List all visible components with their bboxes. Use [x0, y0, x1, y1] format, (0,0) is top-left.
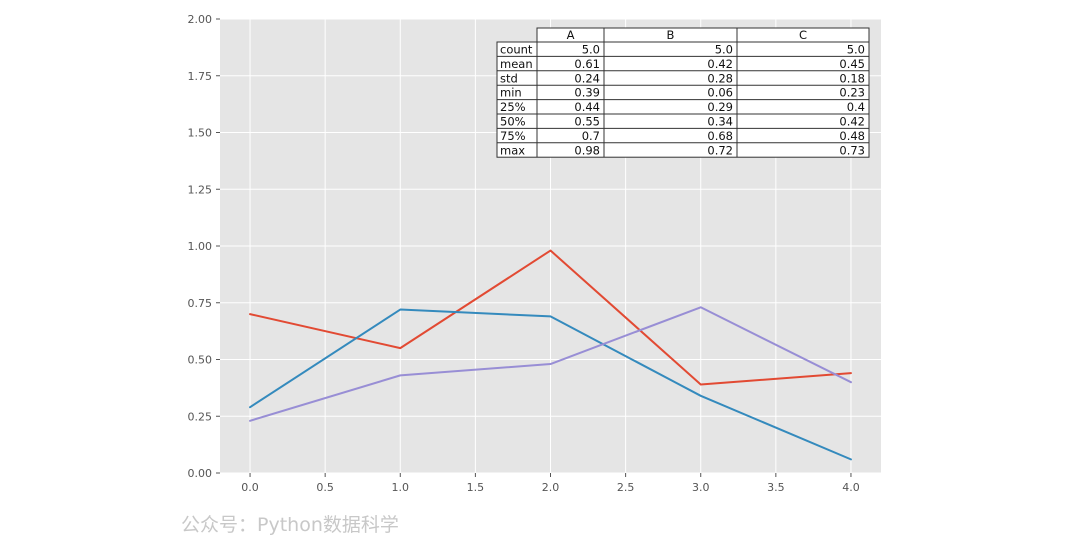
table-cell: 0.23 — [839, 86, 865, 100]
y-tick-label: 1.25 — [188, 183, 213, 196]
table-column-header: A — [567, 28, 575, 42]
table-cell: 0.29 — [707, 100, 733, 114]
table-cell: 5.0 — [582, 43, 600, 57]
table-cell: 0.42 — [839, 115, 865, 129]
table-cell: 0.44 — [574, 100, 600, 114]
table-column-header: C — [799, 28, 807, 42]
table-cell: 0.98 — [574, 143, 600, 157]
table-cell: 0.48 — [839, 129, 865, 143]
table-row-label: std — [500, 71, 518, 85]
x-tick-label: 3.5 — [767, 481, 785, 494]
series-line-b — [249, 308, 852, 461]
y-tick-label: 1.00 — [188, 240, 213, 253]
y-tick-label: 1.50 — [188, 127, 213, 140]
series-layer — [249, 249, 852, 461]
table-cell: 0.34 — [707, 115, 733, 129]
x-tick-label: 4.0 — [842, 481, 860, 494]
x-tick-label: 0.0 — [241, 481, 259, 494]
table-cell: 0.61 — [574, 57, 600, 71]
axis-layer: 0.0 0.5 1.0 1.5 2.0 2.5 3.0 3.5 4.0 0.00 0.25 0.50 0… — [188, 13, 860, 494]
series-line-a — [249, 249, 852, 386]
y-tick-label: 0.50 — [188, 354, 213, 367]
table-cell: 0.55 — [574, 115, 600, 129]
table-row-label: 75% — [500, 129, 526, 143]
table-cell: 0.72 — [707, 143, 733, 157]
table-cell: 0.28 — [707, 71, 733, 85]
table-row-label: count — [500, 43, 533, 57]
table-cell: 0.68 — [707, 129, 733, 143]
x-tick-label: 3.0 — [692, 481, 710, 494]
x-tick-label: 2.0 — [542, 481, 560, 494]
table-cell: 0.18 — [839, 71, 865, 85]
table-cell: 0.4 — [847, 100, 865, 114]
table-row-label: min — [500, 86, 522, 100]
watermark-text: 公众号：Python数据科学 — [181, 514, 399, 536]
table-cell: 0.42 — [707, 57, 733, 71]
y-tick-label: 0.25 — [188, 410, 213, 423]
table-cell: 5.0 — [715, 43, 733, 57]
table-row-label: 50% — [500, 115, 526, 129]
table-cell: 0.06 — [707, 86, 733, 100]
table-column-header: B — [667, 28, 675, 42]
table-cell: 0.7 — [582, 129, 600, 143]
y-tick-label: 1.75 — [188, 70, 213, 83]
x-tick-label: 2.5 — [617, 481, 635, 494]
y-tick-label: 0.75 — [188, 297, 213, 310]
table-cell: 0.73 — [839, 143, 865, 157]
x-tick-label: 1.5 — [467, 481, 485, 494]
table-row-label: max — [500, 143, 525, 157]
series-line-c — [249, 306, 852, 422]
table-row-label: mean — [500, 57, 533, 71]
table-header-box — [536, 27, 870, 43]
x-tick-label: 1.0 — [392, 481, 410, 494]
table-cell: 0.45 — [839, 57, 865, 71]
y-tick-label: 0.00 — [188, 467, 213, 480]
y-tick-label: 2.00 — [188, 13, 213, 26]
x-tick-label: 0.5 — [316, 481, 334, 494]
table-row-label: 25% — [500, 100, 526, 114]
table-cell: 0.24 — [574, 71, 600, 85]
table-cell: 0.39 — [574, 86, 600, 100]
table-cell: 5.0 — [847, 43, 865, 57]
